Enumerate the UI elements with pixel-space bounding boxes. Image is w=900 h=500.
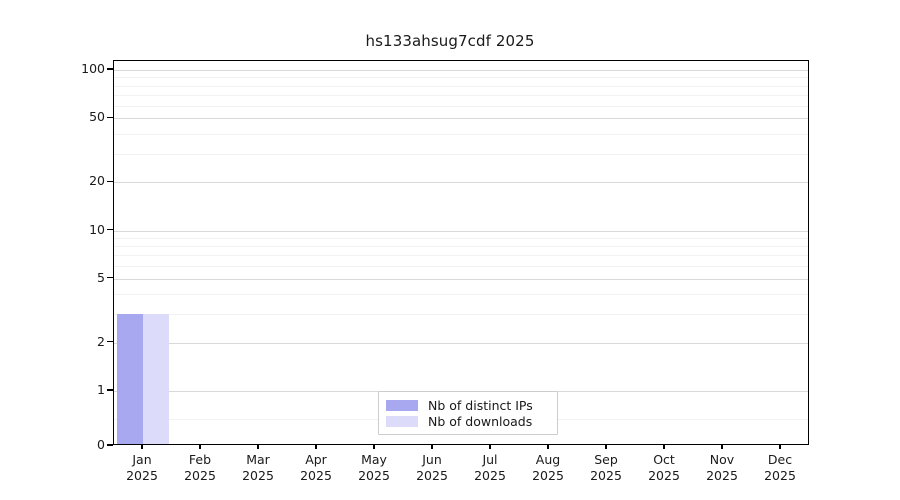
y-tick-mark (107, 116, 113, 118)
x-tick-label: Jul 2025 (474, 452, 506, 483)
x-tick-mark (547, 445, 549, 449)
x-tick-mark (779, 445, 781, 449)
legend-item: Nb of distinct IPs (386, 397, 550, 413)
gridline-minor (114, 266, 808, 268)
y-tick-label: 20 (89, 172, 105, 188)
legend-item: Nb of downloads (386, 413, 550, 429)
x-tick-mark (373, 445, 375, 449)
gridline-minor (114, 314, 808, 316)
gridline-minor (114, 237, 808, 239)
y-axis: 0 1 2 5 10 20 50 100 (60, 0, 105, 500)
x-tick-label: Mar 2025 (242, 452, 274, 483)
y-tick-mark (107, 444, 113, 446)
x-tick-label: May 2025 (358, 452, 390, 483)
gridline-minor (114, 105, 808, 107)
y-tick-mark (107, 228, 113, 231)
gridline-major (114, 230, 808, 232)
gridline-minor (114, 77, 808, 79)
y-tick-label: 5 (97, 269, 105, 285)
chart-legend: Nb of distinct IPs Nb of downloads (378, 391, 558, 435)
x-tick-mark (605, 445, 607, 449)
gridline-minor (114, 153, 808, 155)
gridline-minor (114, 246, 808, 248)
x-tick-label: Dec 2025 (764, 452, 796, 483)
y-tick-label: 1 (97, 381, 105, 397)
gridline-major (114, 118, 808, 120)
y-tick-label: 50 (89, 109, 105, 125)
x-tick-label: Sep 2025 (590, 452, 622, 483)
legend-swatch-downloads (386, 415, 418, 427)
y-tick-mark (107, 341, 113, 343)
y-tick-mark (107, 180, 113, 182)
x-tick-mark (663, 445, 665, 449)
bar (143, 314, 170, 444)
x-tick-mark (721, 445, 723, 449)
y-tick-label: 10 (89, 221, 105, 237)
gridline-major (114, 342, 808, 344)
y-tick-label: 0 (97, 436, 105, 452)
x-tick-mark (315, 445, 317, 449)
y-tick-mark (107, 389, 113, 391)
gridline-minor (114, 255, 808, 257)
gridline-major (114, 70, 808, 71)
x-tick-mark (489, 445, 491, 449)
x-tick-mark (199, 445, 201, 449)
gridline-minor (114, 94, 808, 96)
gridline-minor (114, 133, 808, 135)
x-tick-mark (431, 445, 433, 449)
bar (116, 314, 143, 444)
x-tick-label: Feb 2025 (184, 452, 216, 483)
chart-title: hs133ahsug7cdf 2025 (365, 32, 535, 50)
y-tick-label: 100 (81, 60, 105, 76)
gridline-minor (114, 85, 808, 87)
plot-area (113, 60, 809, 445)
gridline-minor (114, 294, 808, 296)
y-tick-mark (107, 277, 113, 279)
legend-label-distinct-ips: Nb of distinct IPs (428, 397, 533, 413)
x-tick-mark (257, 445, 259, 449)
x-tick-label: Apr 2025 (300, 452, 332, 483)
gridline-major (114, 182, 808, 184)
x-tick-label: Aug 2025 (532, 452, 564, 483)
legend-swatch-distinct-ips (386, 399, 418, 411)
x-tick-mark (141, 445, 143, 449)
x-tick-label: Oct 2025 (648, 452, 680, 483)
y-tick-mark (107, 68, 113, 70)
legend-label-downloads: Nb of downloads (428, 413, 533, 429)
x-tick-label: Jun 2025 (416, 452, 448, 483)
y-tick-label: 2 (97, 333, 105, 349)
x-tick-label: Jan 2025 (126, 452, 158, 483)
gridline-major (114, 278, 808, 280)
x-tick-label: Nov 2025 (706, 452, 738, 483)
